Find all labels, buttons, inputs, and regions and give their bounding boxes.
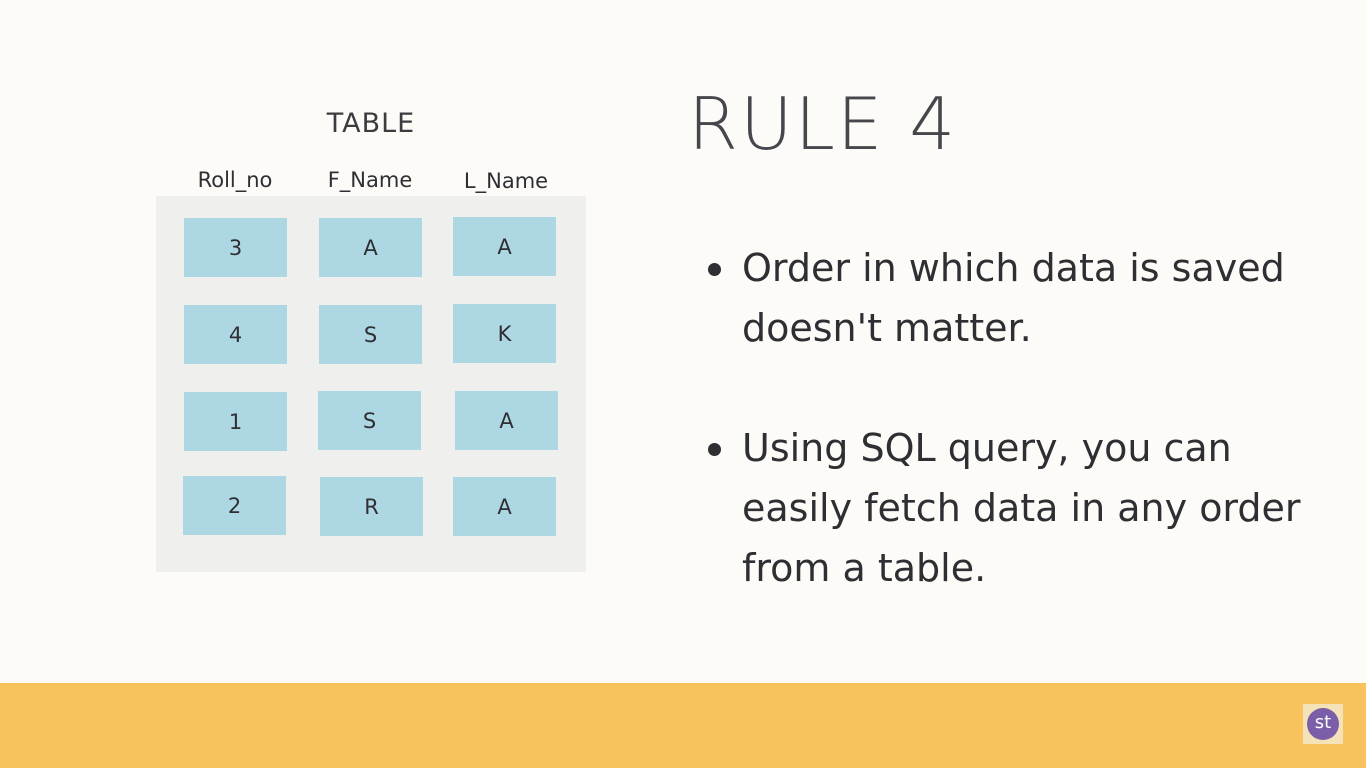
table-cell: A [453, 217, 556, 276]
bullet-item: Order in which data is saved doesn't mat… [706, 238, 1306, 358]
bullet-item: Using SQL query, you can easily fetch da… [706, 418, 1306, 598]
table-caption: TABLE [326, 108, 416, 139]
table-cell: A [455, 391, 558, 450]
bullet-dot-icon [708, 263, 721, 276]
table-cell: 2 [183, 476, 286, 535]
column-header-roll-no: Roll_no [197, 168, 273, 192]
table-cell: K [453, 304, 556, 363]
table-cell: 3 [184, 218, 287, 277]
bullet-list: Order in which data is saved doesn't mat… [706, 238, 1306, 658]
column-header-l-name: L_Name [463, 169, 549, 193]
slide: TABLE Roll_no F_Name L_Name 3 A A 4 S K … [156, 82, 1306, 658]
table-cell: A [453, 477, 556, 536]
rule-title: RULE 4 [688, 82, 958, 166]
bullet-text: Using SQL query, you can easily fetch da… [742, 426, 1301, 590]
logo-icon: st [1307, 708, 1339, 740]
column-header-f-name: F_Name [327, 168, 413, 192]
table-cell: S [318, 391, 421, 450]
footer-bar [0, 683, 1366, 768]
table-cell: R [320, 477, 423, 536]
table-cell: S [319, 305, 422, 364]
table-cell: 1 [184, 392, 287, 451]
table-cell: A [319, 218, 422, 277]
bullet-text: Order in which data is saved doesn't mat… [742, 246, 1285, 350]
bullet-dot-icon [708, 443, 721, 456]
channel-logo[interactable]: st [1303, 704, 1343, 744]
table-cell: 4 [184, 305, 287, 364]
